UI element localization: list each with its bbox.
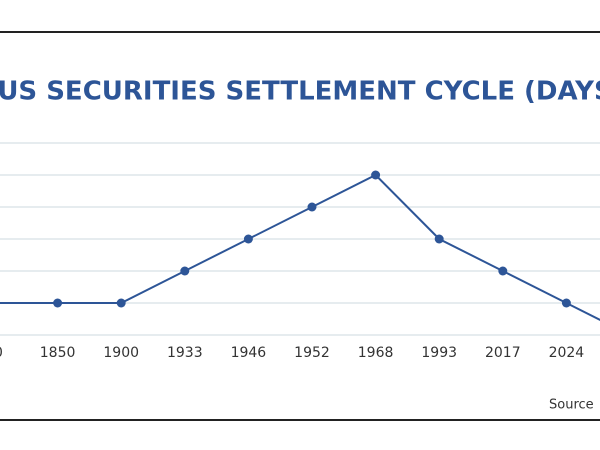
- data-point: [53, 298, 63, 308]
- source-note: Source: [549, 398, 594, 413]
- x-tick-label: 2017: [485, 345, 521, 361]
- x-tick-label: 1900: [103, 345, 139, 361]
- data-point: [498, 266, 508, 276]
- x-tick-label: 1933: [167, 345, 203, 361]
- data-point: [434, 234, 444, 244]
- data-point: [116, 298, 126, 308]
- data-point: [180, 266, 190, 276]
- chart-frame: [0, 31, 600, 421]
- data-point: [371, 170, 381, 180]
- x-tick-label: 2024: [549, 345, 585, 361]
- data-point: [307, 202, 317, 212]
- chart-title: US SECURITIES SETTLEMENT CYCLE (DAYS: [0, 77, 600, 107]
- x-tick-label: 1968: [358, 345, 394, 361]
- x-tick-label: 1993: [421, 345, 457, 361]
- x-tick-label: 1952: [294, 345, 330, 361]
- data-point: [561, 298, 571, 308]
- x-tick-label: 1850: [40, 345, 76, 361]
- x-tick-label: 1946: [231, 345, 267, 361]
- data-point: [243, 234, 253, 244]
- x-tick-label: 00: [0, 345, 3, 361]
